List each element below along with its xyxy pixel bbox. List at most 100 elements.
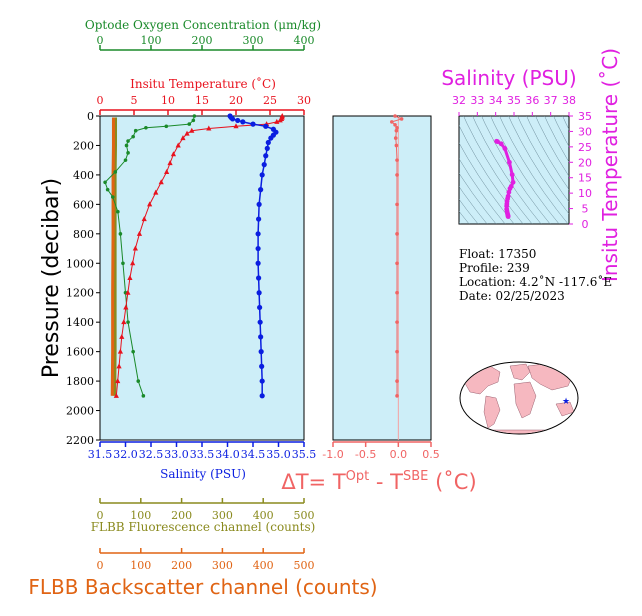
temperature-axis: 0 5 10 15 20 25 30 (97, 94, 311, 115)
salinity-tick-label: 34.5 (241, 448, 266, 461)
ts-point (507, 159, 512, 165)
map-land-antarctica (469, 429, 571, 434)
temperature-point (206, 125, 212, 131)
ts-point (506, 189, 512, 195)
delta-t-point (394, 128, 399, 133)
ts-salinity-title: Salinity (PSU) (441, 66, 576, 90)
ts-salinity-tick-label: 37 (544, 94, 558, 107)
salinity-point (263, 123, 269, 129)
ts-salinity-tick-label: 38 (562, 94, 576, 107)
ts-point (505, 214, 511, 219)
temperature-point (123, 304, 129, 310)
float-location-marker-icon: ★ (562, 397, 570, 407)
salinity-tick-label: 33.5 (190, 448, 215, 461)
delta-t-point (395, 232, 399, 236)
oxygen-point (110, 195, 115, 199)
temperature-point (180, 135, 186, 141)
oxygen-point (141, 394, 146, 398)
salinity-point (268, 135, 274, 141)
temperature-tick-label: 30 (297, 94, 311, 107)
ts-salinity-tick-label: 32 (452, 94, 466, 107)
salinity-axis-title: Salinity (PSU) (160, 467, 246, 481)
float-id: Float: 17350 (459, 247, 536, 261)
isopycnal-contour (481, 116, 551, 224)
temperature-point (113, 392, 119, 398)
delta-t-title-sup-opt: Opt (346, 469, 370, 484)
backscatter-tick-label: 100 (130, 559, 151, 572)
ts-salinity-tick-label: 33 (470, 94, 484, 107)
salinity-point (240, 119, 246, 125)
oxygen-point (187, 122, 192, 126)
oxygen-point (126, 151, 130, 155)
salinity-axis: 31.5 32.0 32.5 33.0 33.5 34.0 34.5 35.0 35.5 (88, 441, 317, 461)
profile-number: Profile: 239 (459, 261, 530, 275)
ts-diagram-panel (458, 115, 570, 225)
isopycnal-contour (562, 116, 569, 131)
backscatter-axis-title: FLBB Backscatter channel (counts) (28, 575, 377, 599)
pressure-tick-label: 800 (73, 228, 94, 241)
salinity-tick-label: 32.5 (139, 448, 164, 461)
pressure-tick-label: 400 (73, 169, 94, 182)
salinity-point (257, 319, 263, 325)
oxygen-point (118, 232, 123, 236)
delta-t-point (395, 202, 399, 207)
temperature-point (119, 333, 125, 339)
isopycnal-contour (508, 116, 569, 215)
pressure-tick-label: 1400 (66, 316, 94, 329)
ts-temperature-tick-label: 0 (582, 218, 589, 231)
salinity-point (258, 334, 264, 340)
salinity-point (259, 172, 265, 178)
oxygen-point (131, 349, 135, 354)
salinity-point (255, 245, 261, 252)
map-land-africa (513, 381, 537, 419)
delta-t-tick-label: -1.0 (322, 448, 343, 461)
salinity-tick-label: 32.0 (113, 448, 138, 461)
main-profile-series (103, 113, 285, 399)
backscatter-profile-line (110, 117, 115, 396)
temperature-point (184, 130, 190, 136)
temperature-tick-label: 5 (131, 94, 138, 107)
delta-t-point (390, 120, 394, 124)
pressure-tick-label: 2000 (66, 405, 94, 418)
salinity-point (250, 121, 256, 127)
oxygen-axis: 0 100 200 300 400 (97, 34, 315, 51)
pressure-tick-label: 1200 (66, 287, 94, 300)
oxygen-tick-label: 0 (97, 34, 104, 47)
temperature-point (153, 189, 159, 195)
temperature-point (130, 260, 136, 266)
oxygen-axis-title: Optode Oxygen Concentration (μm/kg) (85, 18, 321, 32)
ts-temperature-tick-label: 10 (578, 187, 592, 200)
temperature-point (141, 216, 147, 222)
delta-t-title-suffix: (˚C) (428, 470, 476, 494)
float-info-block: Float: 17350 Profile: 239 Location: 4.2˚… (459, 247, 612, 303)
delta-t-point (395, 320, 399, 324)
temperature-point (121, 319, 127, 325)
temperature-point (117, 348, 123, 354)
isopycnal-contour (526, 116, 569, 190)
delta-t-point (395, 125, 399, 130)
backscatter-axis: 0 100 200 300 400 500 (97, 548, 315, 572)
ts-temperature-tick-label: 5 (582, 203, 589, 216)
oxygen-point (131, 134, 135, 139)
ts-temperature-tick-label: 25 (578, 141, 592, 154)
pressure-tick-label: 0 (87, 110, 94, 123)
salinity-point (255, 231, 261, 237)
ts-salinity-tick-label: 36 (525, 94, 539, 107)
backscatter-tick-label: 500 (294, 559, 315, 572)
delta-t-point (394, 143, 399, 148)
backscatter-tick-label: 200 (171, 559, 192, 572)
ts-point (509, 172, 515, 178)
ts-temperature-title: Insitu Temperature (˚C) (598, 48, 622, 282)
temperature-point (115, 378, 121, 384)
pressure-tick-label: 200 (73, 139, 94, 152)
isopycnal-contour (517, 116, 569, 203)
backscatter-tick-label: 400 (253, 559, 274, 572)
fluorescence-tick-label: 100 (130, 509, 151, 522)
temperature-tick-label: 0 (97, 94, 104, 107)
isopycnal-contour (490, 116, 560, 224)
oxygen-point (116, 209, 120, 214)
temperature-axis-title: Insitu Temperature (˚C) (130, 76, 276, 91)
oxygen-point (133, 128, 138, 133)
salinity-tick-label: 35.5 (292, 448, 317, 461)
